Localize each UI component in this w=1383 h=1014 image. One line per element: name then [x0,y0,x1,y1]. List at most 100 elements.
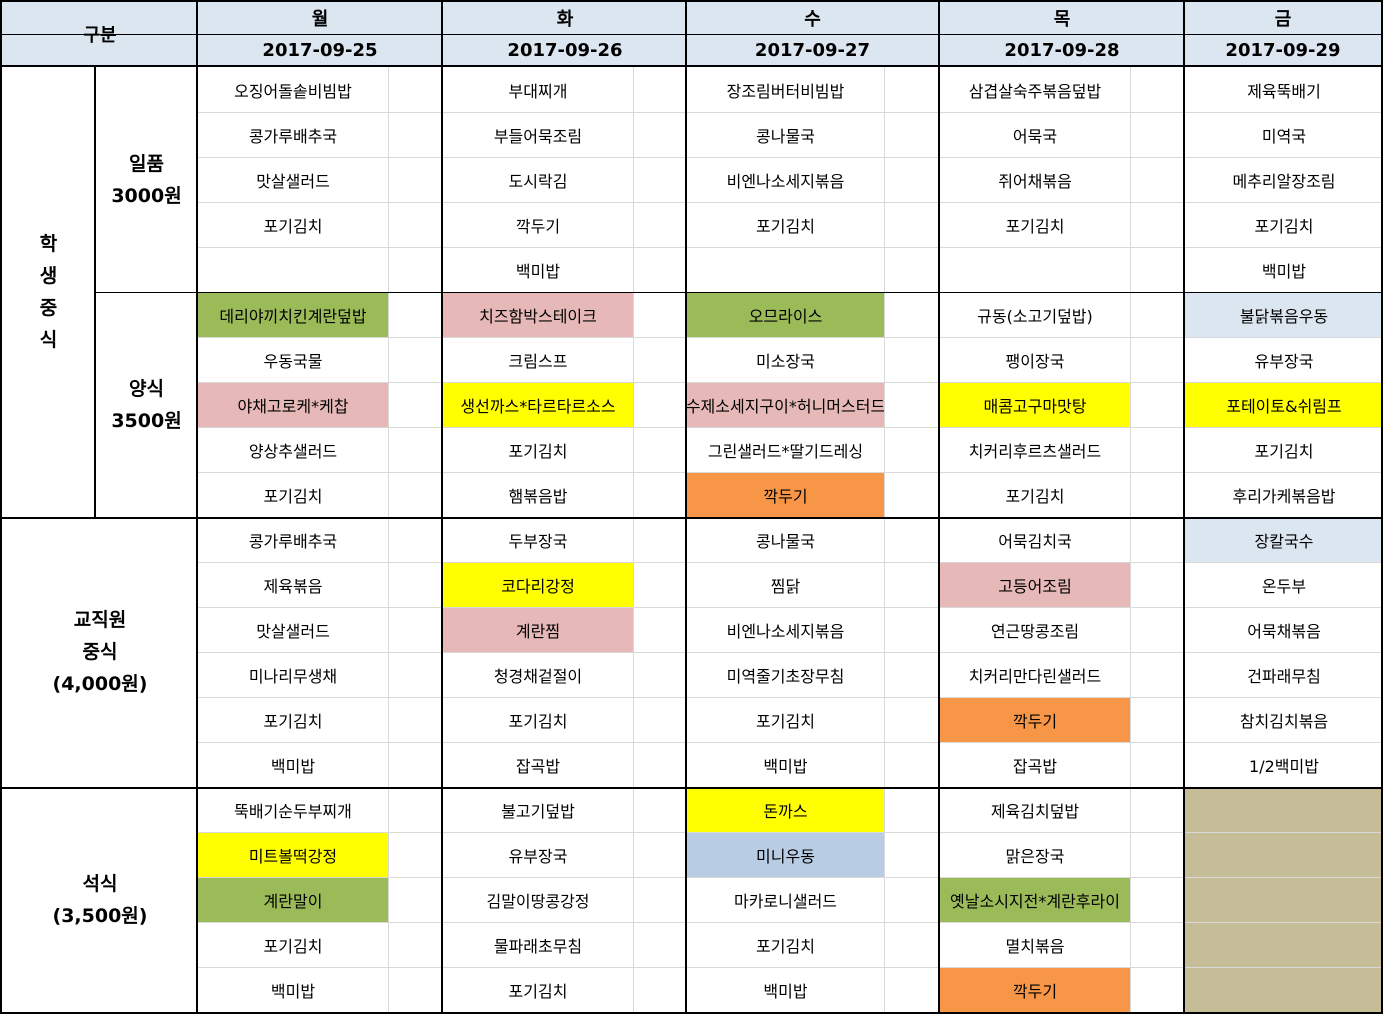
menu-item: 오므라이스 [687,292,884,337]
menu-item: 물파래초무침 [493,936,583,956]
menu-item [1185,922,1381,967]
grid-line [441,0,443,1014]
menu-item: 유부장국 [1254,351,1314,371]
sub-category-label: 양식 3500원 [95,292,198,517]
menu-item: 포기김치 [263,936,323,956]
dinner-label: 석식 (3,500원) [2,787,198,1012]
group-label-line: (3,500원) [52,904,148,927]
menu-item: 수제소세지구이*허니머스터드 [687,382,884,427]
menu-item [1185,967,1381,1012]
menu-item: 불고기덮밥 [501,801,575,821]
menu-item: 1/2백미밥 [1249,756,1319,776]
grid-line-thin [388,67,389,1012]
menu-item: 쥐어채볶음 [998,171,1072,191]
menu-item: 어묵김치국 [998,531,1072,551]
menu-item [940,247,1130,292]
grid-line-thin [198,697,1381,698]
menu-item: 포기김치 [1005,216,1065,236]
menu-item: 포테이토&쉬림프 [1185,382,1383,427]
menu-item: 유부장국 [508,846,568,866]
grid-line [0,0,1383,2]
group-label-char: 식 [39,329,58,351]
date-header: 2017-09-25 [198,34,442,66]
menu-item: 뚝배기순두부찌개 [234,801,352,821]
menu-item: 불닭볶음우동 [1185,292,1383,337]
menu-item: 마카로니샐러드 [733,891,838,911]
day-header: 금 [1185,2,1381,34]
grid-line-thin [198,157,1381,158]
menu-item: 백미밥 [515,261,561,281]
menu-item: 데리야끼치킨계란덮밥 [198,292,388,337]
menu-item [198,247,388,292]
menu-item: 어묵국 [1012,126,1058,146]
menu-item: 미니우동 [687,832,884,877]
menu-item: 양상추샐러드 [248,441,338,461]
menu-item: 미역줄기초장무침 [726,666,845,686]
grid-line-thin [198,877,1381,878]
menu-item: 코다리강정 [443,562,633,607]
menu-item: 메추리알장조림 [1232,171,1336,191]
grid-line-thin [198,202,1381,203]
menu-item: 부들어묵조림 [493,126,583,146]
grid-line [0,517,1383,519]
date-header: 2017-09-26 [443,34,687,66]
menu-item: 멸치볶음 [1005,936,1065,956]
menu-item: 포기김치 [756,216,815,236]
menu-item: 백미밥 [1261,261,1307,281]
menu-item: 햄볶음밥 [508,486,568,506]
menu-item: 크림스프 [508,351,568,371]
grid-line [938,0,940,1014]
day-header: 화 [443,2,687,34]
group-label-line: 중식 [82,641,118,663]
group-label-char: 학 [39,233,58,255]
menu-item: 그린샐러드*딸기드레싱 [707,441,864,461]
group-label-line: (4,000원) [52,673,148,695]
menu-item: 건파래무침 [1247,666,1321,686]
group-label-line: 석식 [82,872,118,895]
sub-category-label: 일품 3000원 [95,67,198,292]
menu-item: 깍두기 [940,967,1130,1012]
menu-item: 맛살샐러드 [256,621,330,641]
menu-item: 잡곡밥 [1012,756,1058,776]
sub-label-line: 3500원 [111,409,182,432]
menu-item: 콩가루배추국 [248,126,338,146]
menu-item: 깍두기 [515,216,561,236]
grid-line-thin [1130,67,1131,1012]
menu-item: 야채고로케*케찹 [198,382,388,427]
menu-item: 미트볼떡강정 [198,832,388,877]
grid-line [0,34,1383,35]
grid-line [1381,0,1383,1014]
menu-item: 비엔나소세지볶음 [726,171,845,191]
menu-item: 포기김치 [508,441,568,461]
menu-item: 포기김치 [263,486,323,506]
menu-item: 백미밥 [763,981,808,1001]
grid-line-thin [198,832,1381,833]
menu-item: 온두부 [1261,576,1307,596]
menu-item: 연근땅콩조림 [990,621,1080,641]
grid-line [0,787,1383,789]
menu-item: 미나리무생채 [248,666,338,686]
menu-item: 비엔나소세지볶음 [726,621,845,641]
grid-line [94,67,96,517]
menu-item: 깍두기 [687,472,884,517]
menu-item: 백미밥 [270,756,316,776]
date-header: 2017-09-29 [1185,34,1381,66]
day-header: 월 [198,2,442,34]
day-header: 목 [940,2,1184,34]
menu-item: 삼겹살숙주볶음덮밥 [968,81,1102,101]
menu-item: 치커리후르츠샐러드 [968,441,1102,461]
menu-item: 맑은장국 [1005,846,1065,866]
grid-line-thin [198,562,1381,563]
menu-item: 규동(소고기덮밥) [977,306,1093,326]
menu-item: 김말이땅콩강정 [486,891,590,911]
menu-item: 후리가케볶음밥 [1232,486,1336,506]
grid-line [95,292,1381,293]
menu-item: 포기김치 [508,981,568,1001]
grid-line-thin [198,742,1381,743]
menu-item: 옛날소시지전*계란후라이 [940,877,1130,922]
menu-item: 고등어조림 [940,562,1130,607]
grid-line [685,0,687,1014]
menu-item: 장칼국수 [1185,517,1383,562]
